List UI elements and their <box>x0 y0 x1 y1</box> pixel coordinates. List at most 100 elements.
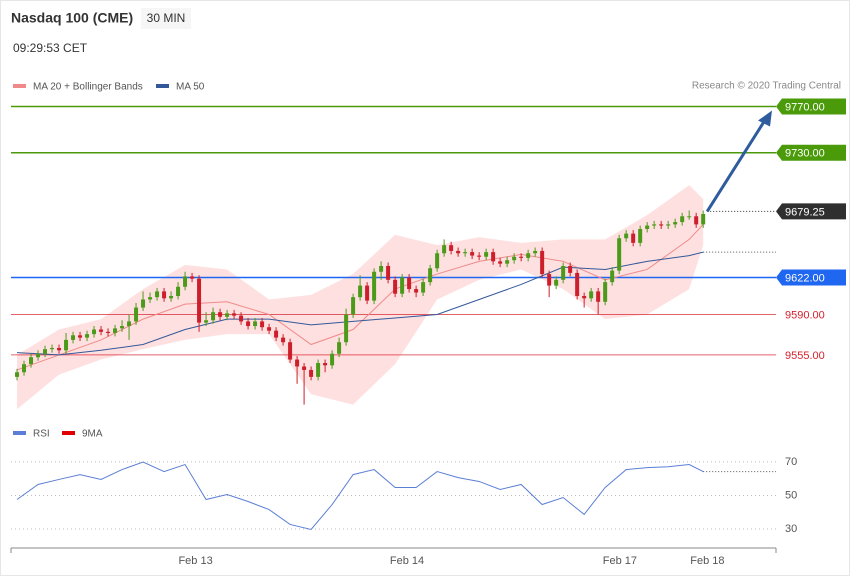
candle-body <box>533 250 538 254</box>
candle-body <box>78 335 83 338</box>
candle-body <box>246 321 251 327</box>
candle-body <box>687 216 692 218</box>
candle-body <box>463 252 468 254</box>
credit: Research © 2020 Trading Central <box>692 81 841 92</box>
candle-body <box>155 291 160 298</box>
level-label: 9730.00 <box>785 148 825 160</box>
last-price-label: 9679.25 <box>785 206 825 218</box>
candle-body <box>260 321 265 328</box>
candle-body <box>190 276 195 279</box>
level-label: 9770.00 <box>785 101 825 113</box>
arrow-head <box>758 110 772 127</box>
candle-body <box>169 296 174 299</box>
y-tick-label: 50 <box>785 489 797 501</box>
candle-body <box>162 291 167 299</box>
candle-body <box>239 315 244 322</box>
candle-body <box>211 312 216 321</box>
candle-body <box>15 372 20 377</box>
time: 09:29:53 CET <box>13 41 88 55</box>
timeframe-box <box>141 8 191 29</box>
chart-title: Nasdaq 100 (CME) <box>11 10 133 26</box>
candle-body <box>365 285 370 301</box>
candle-body <box>435 253 440 269</box>
candle-body <box>659 224 664 226</box>
candle-body <box>197 278 202 323</box>
candle-body <box>71 335 76 340</box>
candle-body <box>400 277 405 294</box>
level-tag <box>776 98 846 115</box>
candle-body <box>232 313 237 316</box>
level-label: 9590.00 <box>785 309 825 321</box>
level-tag <box>776 269 846 286</box>
candle-body <box>414 289 419 293</box>
candle-body <box>617 238 622 271</box>
candle-body <box>148 297 153 300</box>
candle-body <box>694 216 699 225</box>
candle-body <box>526 253 531 258</box>
candle-body <box>204 320 209 323</box>
target-arrow <box>705 117 768 213</box>
candle-body <box>407 277 412 290</box>
candle-body <box>22 364 27 373</box>
candle-body <box>645 225 650 230</box>
candle-body <box>43 349 48 354</box>
candle-body <box>330 353 335 366</box>
candle-body <box>358 285 363 298</box>
x-tick-label: Feb 17 <box>603 555 637 567</box>
candle-body <box>372 271 377 301</box>
candle-body <box>603 282 608 302</box>
candle-body <box>218 312 223 317</box>
candle-body <box>701 213 706 225</box>
x-tick-label: Feb 18 <box>690 555 724 567</box>
y-tick-label: 70 <box>785 456 797 468</box>
candle-body <box>141 299 146 308</box>
candle-body <box>379 265 384 272</box>
candle-body <box>253 321 258 327</box>
candle-body <box>36 353 41 358</box>
candle-body <box>323 363 328 366</box>
candle-body <box>554 279 559 286</box>
candle-body <box>477 255 482 257</box>
candle-body <box>638 229 643 243</box>
candle-body <box>484 252 489 257</box>
candle-body <box>64 339 69 351</box>
candle-body <box>29 357 34 365</box>
candle-body <box>596 291 601 302</box>
candle-body <box>176 286 181 297</box>
candle-body <box>449 245 454 251</box>
legend-swatch <box>13 84 26 88</box>
level-label: 9622.00 <box>785 272 825 284</box>
candle-body <box>337 342 342 354</box>
level-tag <box>776 144 846 161</box>
candle-body <box>134 307 139 322</box>
candle-body <box>498 261 503 264</box>
candle-body <box>274 330 279 338</box>
candle-body <box>666 224 671 226</box>
candle-body <box>393 279 398 294</box>
candle-body <box>568 265 573 273</box>
x-tick-label: Feb 13 <box>178 555 212 567</box>
candle-body <box>505 260 510 264</box>
candle-body <box>456 250 461 254</box>
legend-label: MA 20 + Bollinger Bands <box>33 82 143 93</box>
legend-label: 9MA <box>82 429 103 440</box>
candle-body <box>540 250 545 275</box>
candle-body <box>113 328 118 333</box>
candle-body <box>288 342 293 360</box>
candle-body <box>491 252 496 262</box>
candle-body <box>106 331 111 333</box>
candle-body <box>57 347 62 351</box>
rsi-line <box>16 461 704 531</box>
candle-body <box>50 347 55 350</box>
candle-body <box>631 233 636 243</box>
candle-body <box>575 272 580 297</box>
candle-body <box>680 216 685 223</box>
candle-body <box>295 359 300 367</box>
candle-body <box>561 265 566 280</box>
candle-body <box>624 233 629 239</box>
legend-swatch <box>13 431 26 435</box>
candle-body <box>589 291 594 299</box>
candle-body <box>127 321 132 327</box>
candle-body <box>547 274 552 286</box>
